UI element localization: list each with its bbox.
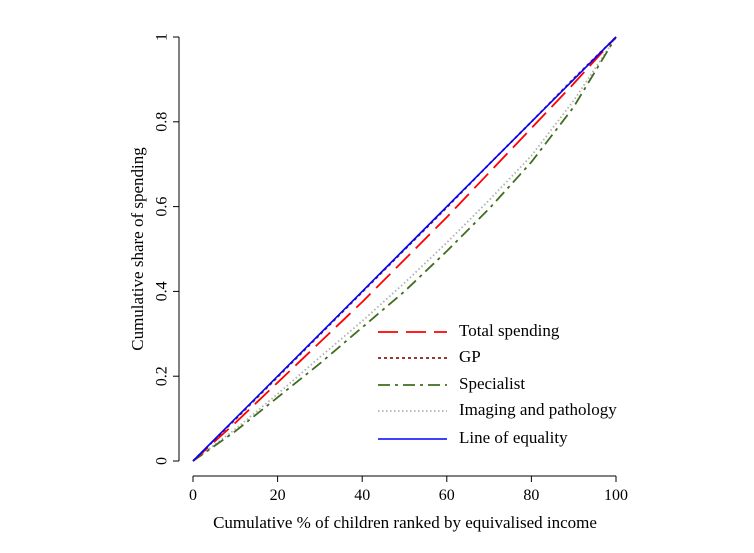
axes: 0 0.2 0.4 0.6 0.8 1 0 20 40 60 80 100 [154, 33, 628, 504]
legend-label: Total spending [459, 321, 560, 340]
x-tick-label: 0 [189, 487, 197, 504]
series-line-line-of-equality [192, 36, 617, 462]
y-tick-label: 0.2 [154, 366, 171, 386]
legend-label: GP [459, 347, 481, 366]
y-axis-label: Cumulative share of spending [128, 147, 147, 351]
y-tick-label: 0.8 [154, 112, 171, 132]
x-tick-label: 80 [523, 487, 539, 504]
legend: Total spending GP Specialist Imaging and pa… [378, 321, 617, 447]
y-tick-label: 0.4 [154, 281, 171, 301]
legend-label: Imaging and pathology [459, 400, 617, 419]
series-line-imaging-and-pathology [192, 36, 617, 462]
legend-label: Line of equality [459, 428, 568, 447]
x-axis-label: Cumulative % of children ranked by equiv… [213, 513, 597, 532]
x-tick-label: 100 [604, 487, 628, 504]
legend-label: Specialist [459, 374, 525, 393]
y-tick-label: 1 [154, 33, 171, 41]
series-layer [192, 36, 617, 462]
series-line-total-spending [192, 36, 617, 462]
x-tick-label: 20 [270, 487, 286, 504]
x-tick-label: 40 [354, 487, 370, 504]
y-tick-label: 0.6 [154, 197, 171, 217]
y-tick-label: 0 [154, 457, 171, 465]
series-line-specialist [192, 36, 617, 462]
x-tick-label: 60 [439, 487, 455, 504]
